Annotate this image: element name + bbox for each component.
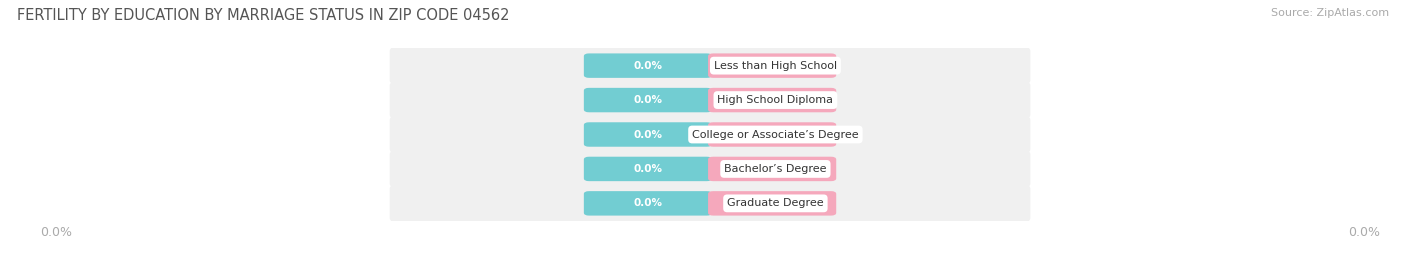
Text: 0.0%: 0.0% [758, 164, 786, 174]
Text: 0.0%: 0.0% [758, 129, 786, 140]
FancyBboxPatch shape [583, 122, 711, 147]
FancyBboxPatch shape [389, 46, 1031, 85]
Text: Less than High School: Less than High School [714, 61, 837, 71]
Text: Bachelor’s Degree: Bachelor’s Degree [724, 164, 827, 174]
Text: 0.0%: 0.0% [634, 129, 662, 140]
FancyBboxPatch shape [709, 191, 837, 215]
Text: 0.0%: 0.0% [758, 95, 786, 105]
FancyBboxPatch shape [389, 115, 1031, 154]
Text: 0.0%: 0.0% [758, 61, 786, 71]
Text: FERTILITY BY EDUCATION BY MARRIAGE STATUS IN ZIP CODE 04562: FERTILITY BY EDUCATION BY MARRIAGE STATU… [17, 8, 509, 23]
Text: 0.0%: 0.0% [634, 95, 662, 105]
FancyBboxPatch shape [389, 80, 1031, 120]
Text: High School Diploma: High School Diploma [717, 95, 834, 105]
Text: 0.0%: 0.0% [758, 198, 786, 208]
FancyBboxPatch shape [389, 184, 1031, 223]
Text: Source: ZipAtlas.com: Source: ZipAtlas.com [1271, 8, 1389, 18]
FancyBboxPatch shape [583, 157, 711, 181]
FancyBboxPatch shape [709, 54, 837, 78]
FancyBboxPatch shape [709, 157, 837, 181]
Text: College or Associate’s Degree: College or Associate’s Degree [692, 129, 859, 140]
FancyBboxPatch shape [709, 122, 837, 147]
Text: Graduate Degree: Graduate Degree [727, 198, 824, 208]
FancyBboxPatch shape [583, 88, 711, 112]
FancyBboxPatch shape [583, 54, 711, 78]
FancyBboxPatch shape [709, 88, 837, 112]
Text: 0.0%: 0.0% [634, 61, 662, 71]
FancyBboxPatch shape [583, 191, 711, 215]
Text: 0.0%: 0.0% [634, 164, 662, 174]
FancyBboxPatch shape [389, 149, 1031, 189]
Text: 0.0%: 0.0% [634, 198, 662, 208]
